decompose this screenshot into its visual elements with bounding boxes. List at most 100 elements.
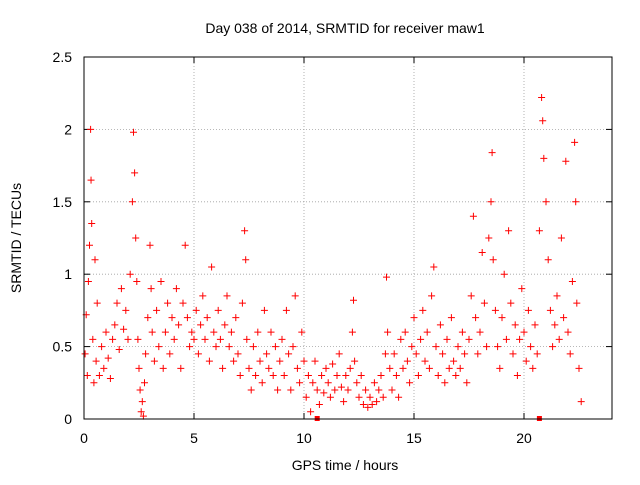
y-tick-label: 2 [64, 121, 72, 137]
data-point [370, 379, 378, 387]
data-point [225, 343, 233, 351]
data-point [439, 350, 447, 358]
data-point [320, 389, 328, 397]
data-point [315, 401, 323, 409]
data-point [476, 328, 484, 336]
data-point [353, 379, 361, 387]
data-point [236, 372, 244, 380]
data-point [549, 343, 557, 351]
data-point [478, 248, 486, 256]
data-point [573, 299, 581, 307]
data-point [483, 343, 491, 351]
data-point [498, 314, 506, 322]
data-point [144, 314, 152, 322]
data-point [425, 364, 433, 372]
data-point [298, 328, 306, 336]
data-point [406, 379, 414, 387]
data-point [384, 328, 392, 336]
data-point [252, 372, 260, 380]
data-point [461, 350, 469, 358]
data-point [205, 357, 213, 365]
x-axis-label: GPS time / hours [292, 457, 399, 473]
data-point [232, 314, 240, 322]
data-point [496, 364, 504, 372]
data-point [322, 364, 330, 372]
data-point [227, 328, 235, 336]
data-point [278, 335, 286, 343]
data-point [128, 198, 136, 206]
data-point [538, 94, 546, 102]
chart-title: Day 038 of 2014, SRMTID for receiver maw… [205, 20, 485, 36]
data-point [147, 285, 155, 293]
data-point [216, 335, 224, 343]
data-point [208, 263, 216, 271]
data-point [524, 306, 532, 314]
data-point [487, 198, 495, 206]
data-point [472, 314, 480, 322]
data-point [95, 372, 103, 380]
data-point [419, 306, 427, 314]
data-point [311, 357, 319, 365]
data-point [344, 386, 352, 394]
data-point [199, 292, 207, 300]
data-point [280, 372, 288, 380]
data-point [212, 343, 220, 351]
data-point [502, 335, 510, 343]
data-point [557, 234, 565, 242]
data-point [518, 285, 526, 293]
data-point [304, 372, 312, 380]
y-tick-label: 1 [64, 266, 72, 282]
data-point [276, 357, 284, 365]
data-point [117, 285, 125, 293]
data-point [383, 273, 390, 281]
data-point [436, 321, 444, 329]
data-point [350, 296, 357, 304]
data-point [346, 364, 354, 372]
data-point [92, 357, 100, 365]
plot-frame [83, 56, 613, 420]
x-tick-label: 0 [80, 430, 88, 446]
data-point [81, 350, 89, 358]
data-point [507, 299, 515, 307]
data-point [434, 372, 442, 380]
data-point [494, 343, 502, 351]
data-point [219, 364, 227, 372]
data-point [296, 379, 304, 387]
data-point [267, 328, 275, 336]
y-tick-label: 0 [64, 411, 72, 427]
data-point [258, 379, 266, 387]
data-point [388, 386, 396, 394]
data-point [527, 343, 535, 351]
data-point [452, 372, 460, 380]
data-point [93, 299, 101, 307]
x-tick-label: 10 [296, 430, 312, 446]
data-point [137, 408, 145, 416]
data-point [568, 277, 576, 285]
data-point [203, 314, 211, 322]
data-point [318, 372, 326, 380]
data-point [542, 198, 550, 206]
data-point [386, 364, 394, 372]
data-point [90, 379, 98, 387]
data-point [260, 306, 268, 314]
data-point [480, 299, 488, 307]
data-point [491, 306, 499, 314]
data-point [271, 343, 279, 351]
data-point [539, 117, 547, 125]
data-point [91, 256, 99, 264]
data-point [441, 379, 449, 387]
data-point [540, 154, 548, 162]
x-tick-label: 20 [516, 430, 532, 446]
data-point [465, 335, 473, 343]
data-point [531, 321, 539, 329]
data-point [428, 292, 436, 300]
data-point [153, 306, 161, 314]
data-point [243, 335, 251, 343]
data-point [100, 364, 108, 372]
data-point [410, 314, 418, 322]
data-point [423, 328, 431, 336]
data-point [214, 306, 222, 314]
data-point [390, 350, 398, 358]
data-point [256, 357, 264, 365]
